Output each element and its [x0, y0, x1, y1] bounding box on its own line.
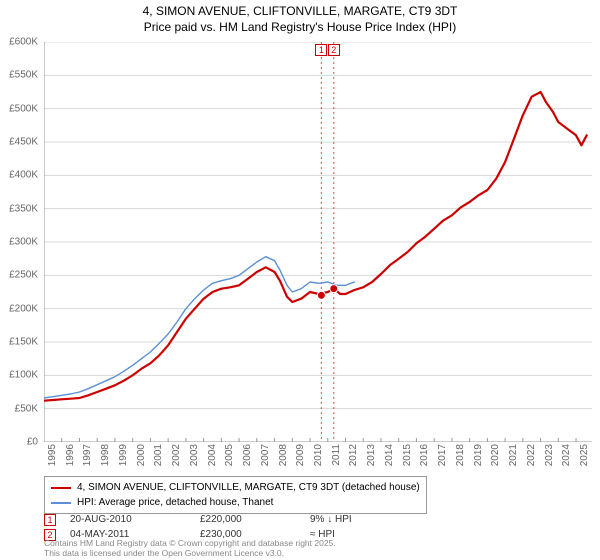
footnote: Contains HM Land Registry data © Crown c…: [44, 538, 336, 558]
plot-area: 12: [44, 42, 592, 442]
x-tick-label: 2011: [331, 444, 342, 466]
y-tick-label: £450K: [9, 137, 38, 148]
y-tick-label: £300K: [9, 237, 38, 248]
x-tick-label: 2003: [189, 444, 200, 466]
y-tick-label: £50K: [15, 403, 38, 414]
x-tick-label: 2024: [561, 444, 572, 466]
sale-price: £220,000: [200, 514, 310, 525]
title-line-2: Price paid vs. HM Land Registry's House …: [0, 20, 600, 36]
x-tick-label: 2014: [384, 444, 395, 466]
x-tick-label: 2010: [313, 444, 324, 466]
y-tick-label: £100K: [9, 370, 38, 381]
chart-svg: [44, 42, 592, 442]
sale-date: 20-AUG-2010: [70, 514, 200, 525]
chart-title: 4, SIMON AVENUE, CLIFTONVILLE, MARGATE, …: [0, 0, 600, 35]
x-tick-label: 2002: [171, 444, 182, 466]
y-tick-label: £600K: [9, 37, 38, 48]
title-line-1: 4, SIMON AVENUE, CLIFTONVILLE, MARGATE, …: [0, 4, 600, 20]
legend-item: HPI: Average price, detached house, Than…: [51, 495, 420, 510]
x-tick-label: 2013: [366, 444, 377, 466]
chart-container: 4, SIMON AVENUE, CLIFTONVILLE, MARGATE, …: [0, 0, 600, 560]
y-tick-label: £550K: [9, 70, 38, 81]
x-tick-label: 2025: [579, 444, 590, 466]
x-tick-label: 2016: [419, 444, 430, 466]
footnote-line-1: Contains HM Land Registry data © Crown c…: [44, 538, 336, 548]
x-tick-label: 2021: [508, 444, 519, 466]
x-tick-label: 2023: [544, 444, 555, 466]
x-tick-label: 2005: [224, 444, 235, 466]
x-tick-label: 2017: [437, 444, 448, 466]
x-tick-label: 2007: [260, 444, 271, 466]
y-tick-label: £150K: [9, 337, 38, 348]
x-tick-label: 2004: [207, 444, 218, 466]
legend: 4, SIMON AVENUE, CLIFTONVILLE, MARGATE, …: [44, 476, 427, 514]
sale-hpi: 9% ↓ HPI: [310, 514, 352, 525]
x-tick-label: 1996: [65, 444, 76, 466]
x-axis-ticks: 1995 1996 1997 1998 1999 2000 2001 2002 2003 2004…: [44, 444, 592, 472]
x-tick-label: 2015: [402, 444, 413, 466]
sale-row: 1 20-AUG-2010£220,0009% ↓ HPI: [44, 512, 352, 527]
legend-label: 4, SIMON AVENUE, CLIFTONVILLE, MARGATE, …: [77, 480, 420, 495]
y-tick-label: £350K: [9, 203, 38, 214]
x-tick-label: 2000: [136, 444, 147, 466]
x-tick-label: 1997: [82, 444, 93, 466]
x-tick-label: 1995: [47, 444, 58, 466]
x-tick-label: 1999: [118, 444, 129, 466]
legend-swatch: [51, 502, 71, 504]
y-axis-ticks: £0£50K£100K£150K£200K£250K£300K£350K£400…: [0, 42, 42, 442]
sale-callout-2: 2: [328, 44, 340, 56]
x-tick-label: 2019: [473, 444, 484, 466]
y-tick-label: £250K: [9, 270, 38, 281]
x-tick-label: 2020: [490, 444, 501, 466]
x-tick-label: 2008: [278, 444, 289, 466]
x-tick-label: 2009: [295, 444, 306, 466]
legend-label: HPI: Average price, detached house, Than…: [77, 495, 273, 510]
y-tick-label: £400K: [9, 170, 38, 181]
x-tick-label: 1998: [100, 444, 111, 466]
x-tick-label: 2006: [242, 444, 253, 466]
x-tick-label: 2018: [455, 444, 466, 466]
footnote-line-2: This data is licensed under the Open Gov…: [44, 548, 336, 558]
x-tick-label: 2022: [526, 444, 537, 466]
sale-marker: 1: [44, 514, 56, 526]
y-tick-label: £500K: [9, 103, 38, 114]
y-tick-label: £200K: [9, 303, 38, 314]
legend-swatch: [51, 487, 71, 489]
sale-callout-1: 1: [315, 44, 327, 56]
legend-item: 4, SIMON AVENUE, CLIFTONVILLE, MARGATE, …: [51, 480, 420, 495]
y-tick-label: £0: [27, 437, 38, 448]
x-tick-label: 2012: [348, 444, 359, 466]
x-tick-label: 2001: [153, 444, 164, 466]
